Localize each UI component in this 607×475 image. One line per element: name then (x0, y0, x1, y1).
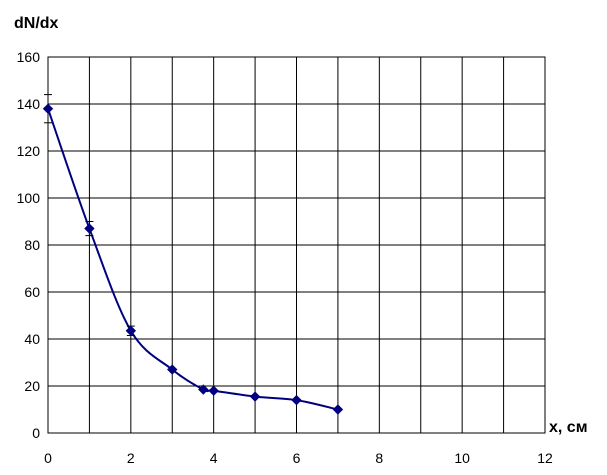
y-axis-title: dN/dx (14, 15, 59, 32)
y-tick-label: 160 (17, 49, 41, 65)
x-tick-label: 12 (537, 450, 553, 466)
x-axis-title: x, см (549, 419, 588, 436)
y-tick-label: 140 (17, 96, 41, 112)
y-tick-label: 20 (24, 378, 40, 394)
data-point (84, 223, 95, 234)
y-tick-label: 60 (24, 284, 40, 300)
y-tick-label: 120 (17, 143, 41, 159)
plot-border (47, 56, 546, 434)
data-point (42, 103, 54, 114)
data-point (291, 394, 302, 406)
x-tick-label: 10 (454, 450, 470, 466)
x-tick-label: 8 (375, 450, 383, 466)
x-tick-label: 0 (44, 450, 52, 466)
data-point (249, 391, 261, 402)
tick-labels: 0 20 40 60 80 100 120 140 160 0 2 4 6 8 10 12 (17, 49, 553, 466)
series-layer (42, 94, 344, 415)
y-tick-label: 0 (32, 425, 40, 441)
data-point (332, 404, 344, 415)
data-point (198, 384, 209, 395)
data-point (125, 325, 137, 336)
y-tick-label: 100 (17, 190, 41, 206)
data-point (208, 385, 219, 396)
x-tick-label: 4 (210, 450, 218, 466)
y-tick-label: 80 (24, 237, 40, 253)
y-tick-label: 40 (24, 331, 40, 347)
data-point (167, 364, 178, 375)
x-tick-label: 2 (127, 450, 135, 466)
gridlines (47, 56, 546, 434)
x-tick-label: 6 (293, 450, 301, 466)
